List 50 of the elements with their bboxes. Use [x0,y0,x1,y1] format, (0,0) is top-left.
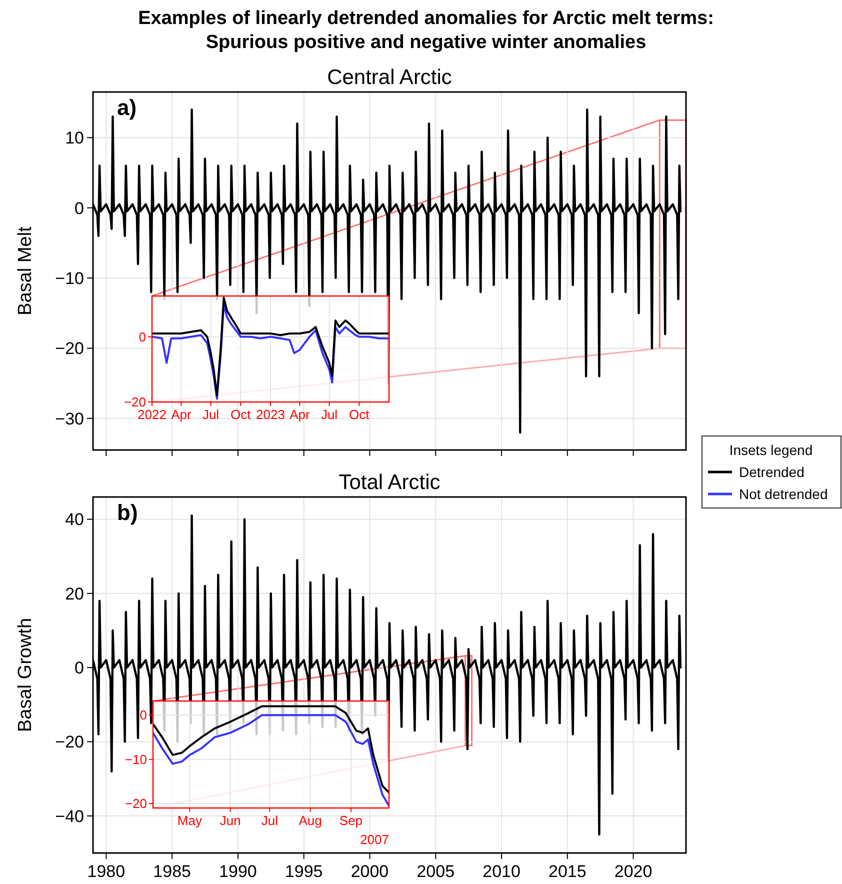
x-tick-label: Sep [339,813,363,828]
legend-title: Insets legend [729,442,813,458]
x-tick-label: Apr [171,407,192,422]
x-tick-label: Oct [349,407,370,422]
y-tick-label: −10 [124,752,147,767]
x-tick-label: Aug [298,813,322,828]
x-tick-label: Jul [202,407,220,422]
annotation: a) [117,95,137,120]
y-tick-label: 10 [65,128,84,148]
x-tick-label: 2010 [482,862,520,881]
x-tick-label: Apr [290,407,311,422]
chart-title: Examples of linearly detrended anomalies for Arctic melt terms: Spurious positive and negative winter anomalies [138,8,714,53]
y-tick-label: −20 [55,732,84,752]
y-axis-title: Basal Growth [15,618,36,732]
line-series [153,714,389,807]
x-tick-label: 2005 [416,862,455,881]
chart-subtitle: Central Arctic [327,66,452,89]
x-axis-title: 2007 [360,832,389,847]
x-tick-label: 2022 [138,407,166,422]
x-tick-label: 1985 [153,862,191,881]
x-tick-label: Jul [320,407,338,422]
y-tick-label: −10 [55,268,84,288]
y-tick-label: 0 [138,329,146,344]
y-tick-label: −20 [124,796,147,812]
x-tick-label: Oct [230,407,252,422]
y-tick-label: 0 [140,708,147,723]
x-tick-label: 1980 [87,862,126,881]
x-tick-label: Jun [220,813,241,828]
y-tick-label: −20 [55,339,84,358]
y-tick-label: 20 [65,584,84,604]
annotation: b) [117,500,138,525]
legend-label: Detrended [739,464,804,480]
legend-label: Not detrended [739,486,828,502]
y-tick-label: 40 [65,510,84,530]
chart-title: Total Arctic [338,471,440,494]
x-tick-label: 2020 [614,862,652,881]
y-tick-label: 0 [74,198,84,218]
x-tick-label: 2023 [256,407,285,422]
x-tick-label: Jul [261,813,278,828]
y-tick-label: −30 [55,409,84,428]
x-tick-label: 2015 [548,862,586,881]
y-tick-label: −40 [55,806,84,826]
x-tick-label: 2000 [350,862,389,881]
x-tick-label: 1995 [284,862,323,881]
y-tick-label: −20 [124,394,146,410]
y-axis-title: Basal Melt [15,226,36,316]
line-series [153,705,389,794]
x-tick-label: May [177,813,202,828]
y-tick-label: 0 [74,658,84,678]
x-tick-label: 1990 [219,862,257,881]
